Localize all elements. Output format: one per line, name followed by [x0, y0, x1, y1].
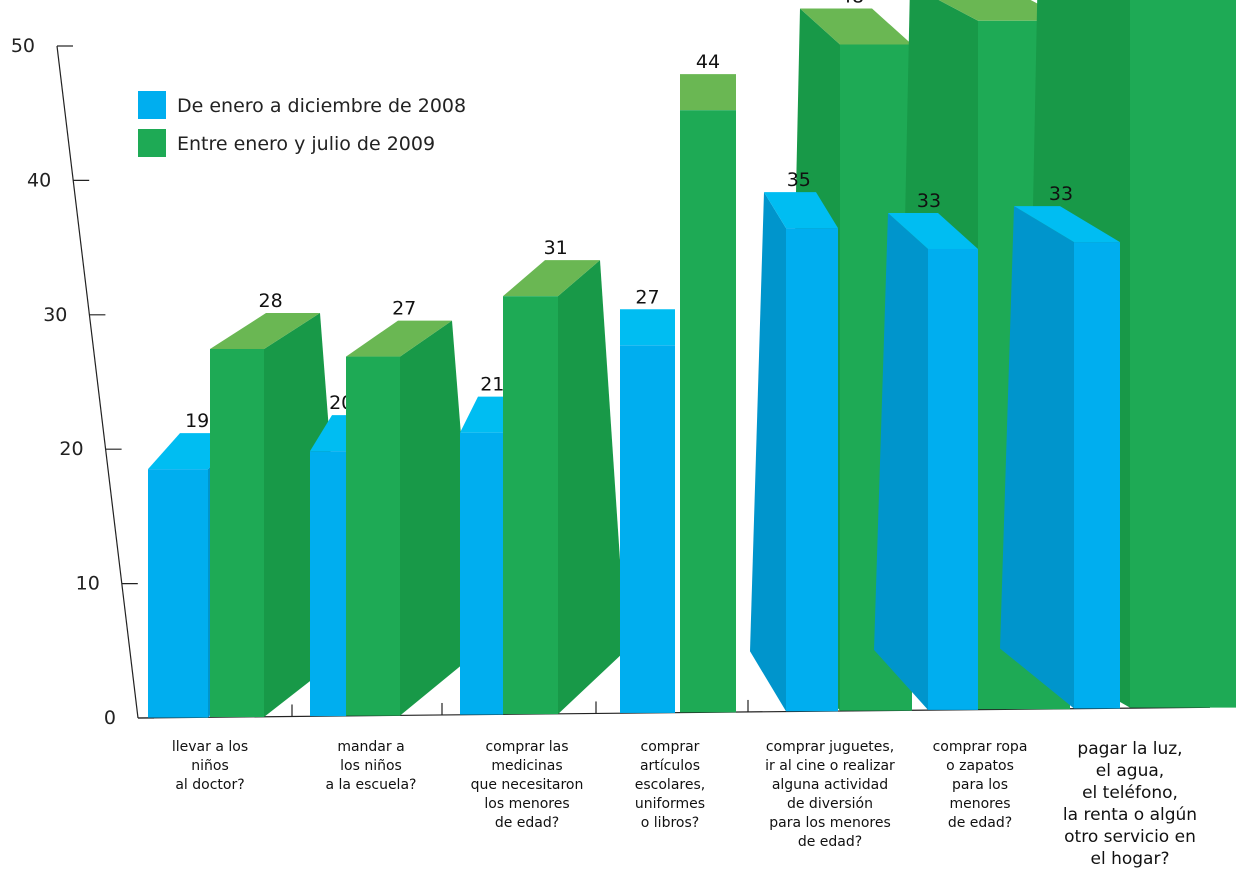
bar-top	[680, 74, 736, 111]
legend: De enero a diciembre de 2008 Entre enero…	[138, 91, 466, 157]
bar	[620, 345, 675, 713]
legend-label-2009: Entre enero y julio de 2009	[177, 133, 435, 155]
legend-label-2008: De enero a diciembre de 2008	[177, 95, 466, 117]
data-label: 27	[392, 298, 416, 320]
bar	[786, 228, 838, 712]
category-label: mandar a los niños a la escuela?	[325, 739, 417, 793]
data-label: 48	[840, 0, 864, 7]
bar	[460, 432, 503, 715]
bar-side	[1000, 206, 1074, 709]
data-label: 33	[1049, 183, 1073, 205]
bar-side	[558, 260, 626, 715]
y-tick-label: 50	[11, 35, 35, 57]
bar	[1130, 0, 1236, 708]
data-label: 35	[787, 169, 811, 191]
y-tick-label: 30	[43, 304, 67, 326]
bar	[210, 348, 264, 718]
data-label: 27	[635, 286, 659, 308]
category-label: pagar la luz, el agua, el teléfono, la r…	[1062, 739, 1198, 869]
data-label: 33	[917, 190, 941, 212]
bar-layer: 1928202721312744483549335033	[148, 0, 1236, 718]
category-label: comprar juguetes, ir al cine o realizar …	[765, 739, 895, 850]
bar	[928, 248, 978, 710]
data-label: 44	[696, 51, 720, 73]
y-tick-label: 40	[27, 169, 51, 191]
y-tick-label: 20	[59, 438, 83, 460]
bar-top	[210, 312, 320, 349]
data-label: 21	[480, 374, 504, 396]
bar	[680, 110, 736, 713]
y-tick-label: 0	[104, 707, 116, 729]
category-label: llevar a los niños al doctor?	[171, 739, 249, 793]
bar	[148, 469, 208, 718]
category-label: comprar las medicinas que necesitaron lo…	[470, 739, 584, 831]
bar-top	[764, 192, 838, 229]
category-label: comprar artículos escolares, uniformes o…	[634, 739, 706, 831]
data-label: 19	[185, 410, 209, 432]
bar-top	[1014, 206, 1120, 243]
bar-side	[750, 192, 786, 712]
data-label: 28	[259, 290, 283, 312]
bar-top	[888, 212, 978, 249]
bar	[310, 451, 346, 717]
bar-top	[800, 8, 912, 45]
legend-swatch-2008	[138, 91, 166, 119]
bar-top	[503, 260, 600, 297]
y-tick-label: 10	[76, 573, 100, 595]
bar	[1074, 242, 1120, 709]
bar-top	[620, 309, 675, 346]
bar	[503, 296, 558, 715]
y-axis-line	[56, 45, 139, 719]
bar-side	[874, 212, 928, 710]
data-label: 31	[544, 237, 568, 259]
bar-side	[400, 320, 478, 716]
bar-top	[346, 320, 452, 357]
category-label: comprar ropa o zapatos para los menores …	[932, 739, 1028, 831]
bar	[346, 356, 400, 716]
legend-swatch-2009	[138, 129, 166, 157]
